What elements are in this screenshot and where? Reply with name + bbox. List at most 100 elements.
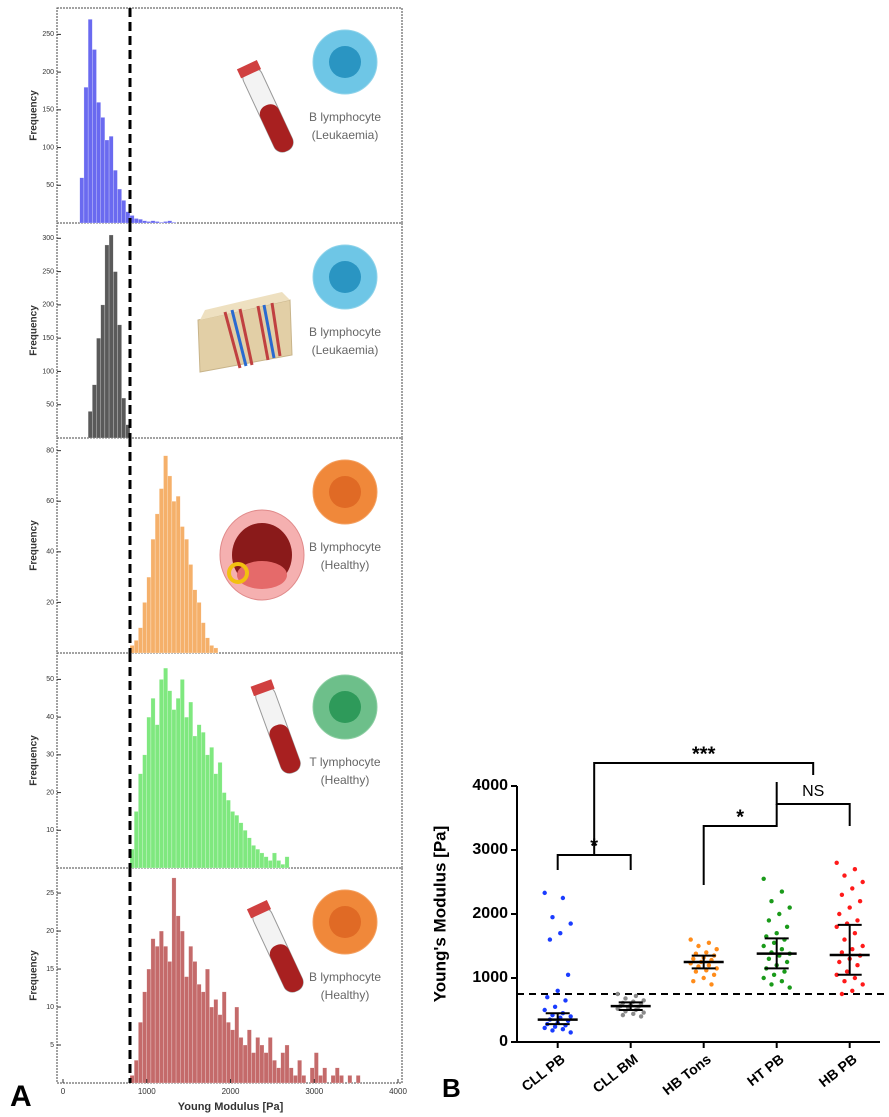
data-point [850, 886, 855, 891]
x-tick-label: HB PB [816, 1051, 860, 1090]
data-point [568, 1014, 573, 1019]
histogram-bar [171, 709, 177, 869]
histogram-bar [209, 747, 214, 869]
histogram-bar [184, 538, 189, 654]
significance-bracket [702, 804, 778, 885]
data-point [545, 995, 550, 1000]
data-point [839, 991, 845, 997]
nucleus [329, 476, 361, 508]
data-point [857, 899, 863, 904]
cell-label: (Healthy) [321, 988, 370, 1002]
data-point [834, 860, 839, 865]
data-point [777, 911, 782, 917]
data-point [709, 982, 714, 987]
histogram-bar [276, 860, 281, 869]
histogram-bar [267, 1037, 273, 1084]
histogram-bar [104, 244, 110, 439]
histogram-bar [209, 645, 214, 654]
data-point [550, 1028, 555, 1033]
data-point [842, 873, 847, 878]
histogram-bar [234, 1006, 240, 1084]
y-tick-label: 40 [46, 549, 54, 556]
histogram-bar [96, 102, 101, 224]
significance-label: *** [692, 743, 716, 765]
dot-plot: 0 1000 2000 3000 4000 Young's Modulus [Pa] CLL… [430, 743, 880, 1098]
data-point [766, 956, 772, 961]
data-point [774, 931, 779, 936]
histogram-bar [355, 1075, 361, 1084]
histogram-bar [146, 221, 152, 224]
data-point [704, 950, 709, 955]
data-point [842, 979, 847, 984]
histogram-bar [200, 732, 206, 869]
data-point [850, 988, 855, 993]
histogram-bar [121, 200, 127, 224]
data-point [641, 1010, 646, 1015]
histogram-bar [150, 698, 156, 869]
y-tick-label: 10 [46, 827, 54, 834]
histogram-bar [213, 773, 219, 869]
y-tick-label: 250 [42, 268, 54, 275]
histogram-bar [146, 576, 152, 654]
histogram-bar [163, 455, 168, 654]
y-tick-label: 20 [46, 789, 54, 796]
cell-label: B lymphocyte [309, 110, 381, 124]
histogram-bar [263, 1052, 269, 1084]
data-point [834, 972, 839, 977]
data-point [547, 937, 553, 942]
y-tick-label: 30 [46, 752, 54, 759]
y-tick-label: 20 [46, 928, 54, 935]
data-point [706, 963, 712, 968]
histogram-bar [234, 814, 240, 869]
data-point [701, 975, 706, 981]
histogram-bar [133, 640, 139, 654]
blood-tube [246, 900, 304, 993]
data-point [779, 889, 785, 894]
cell-label: T lymphocyte [309, 755, 380, 769]
histogram-bar [255, 848, 261, 869]
histogram-bar [226, 799, 231, 869]
histogram-bar [238, 1037, 244, 1084]
histogram-bar [171, 501, 177, 654]
bone-marrow-tissue [197, 292, 293, 373]
histogram-bar [192, 589, 198, 654]
histogram-bar [251, 1052, 256, 1084]
x-axis-label: Young Modulus [Pa] [178, 1101, 284, 1113]
histogram-bar [159, 679, 164, 869]
histogram-bar [154, 221, 160, 224]
data-point [691, 979, 696, 984]
data-point [787, 905, 792, 910]
histogram-bar [226, 1022, 231, 1084]
y-axis-label: Young's Modulus [Pa] [430, 826, 449, 1003]
y-tick-label: 3000 [472, 841, 508, 858]
data-point [633, 993, 639, 999]
histogram-bar [217, 1014, 223, 1084]
data-point [782, 969, 787, 974]
data-point [761, 943, 766, 949]
y-tick-label: 80 [46, 447, 54, 454]
histogram-bar [205, 637, 210, 654]
histogram-bar [180, 679, 185, 869]
data-point [696, 943, 701, 949]
histogram-bar [96, 337, 101, 439]
histogram-bar [167, 690, 173, 869]
histogram-bar [251, 845, 256, 869]
histogram-bar [167, 961, 173, 1084]
histogram-bar [184, 716, 189, 869]
data-point [842, 937, 847, 942]
y-axis-label: Frequency [29, 90, 40, 141]
histogram-bar [163, 946, 168, 1084]
data-point [779, 979, 785, 984]
significance-label: * [736, 806, 744, 828]
histogram-bar [330, 1075, 336, 1084]
histogram-bar [117, 324, 122, 439]
data-point [620, 1012, 626, 1018]
histogram-bar [242, 830, 248, 869]
histogram-bar [196, 984, 202, 1084]
data-point [558, 931, 563, 936]
histogram-bar [117, 188, 122, 224]
histogram-bar [221, 792, 227, 869]
histogram-bar [142, 602, 147, 654]
data-point [542, 890, 547, 896]
